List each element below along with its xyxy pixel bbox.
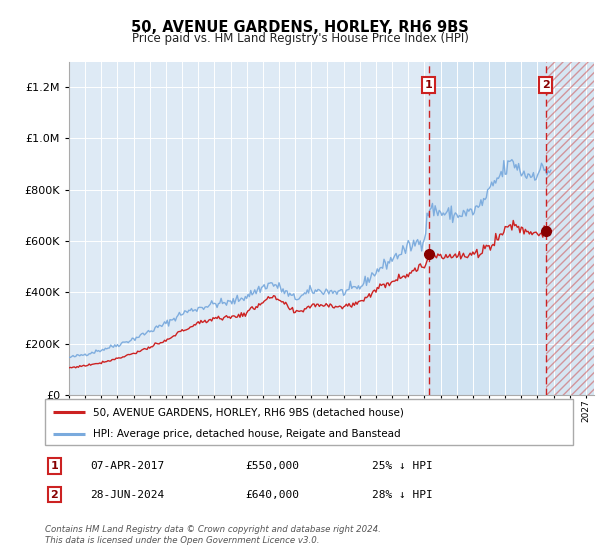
Text: 25% ↓ HPI: 25% ↓ HPI bbox=[373, 461, 433, 471]
Text: Price paid vs. HM Land Registry's House Price Index (HPI): Price paid vs. HM Land Registry's House … bbox=[131, 32, 469, 45]
Text: 50, AVENUE GARDENS, HORLEY, RH6 9BS: 50, AVENUE GARDENS, HORLEY, RH6 9BS bbox=[131, 20, 469, 35]
Text: £550,000: £550,000 bbox=[245, 461, 299, 471]
Bar bbox=[429, 62, 545, 395]
Bar bbox=[545, 62, 594, 395]
FancyBboxPatch shape bbox=[45, 399, 573, 445]
Text: 50, AVENUE GARDENS, HORLEY, RH6 9BS (detached house): 50, AVENUE GARDENS, HORLEY, RH6 9BS (det… bbox=[92, 407, 403, 417]
Text: 2: 2 bbox=[542, 80, 550, 90]
Text: Contains HM Land Registry data © Crown copyright and database right 2024.
This d: Contains HM Land Registry data © Crown c… bbox=[45, 525, 381, 545]
Bar bbox=[545, 62, 594, 395]
Text: £640,000: £640,000 bbox=[245, 489, 299, 500]
Text: 07-APR-2017: 07-APR-2017 bbox=[90, 461, 164, 471]
Text: 2: 2 bbox=[50, 489, 58, 500]
Text: HPI: Average price, detached house, Reigate and Banstead: HPI: Average price, detached house, Reig… bbox=[92, 429, 400, 438]
Text: 1: 1 bbox=[425, 80, 433, 90]
Text: 1: 1 bbox=[50, 461, 58, 471]
Text: 28-JUN-2024: 28-JUN-2024 bbox=[90, 489, 164, 500]
Text: 28% ↓ HPI: 28% ↓ HPI bbox=[373, 489, 433, 500]
